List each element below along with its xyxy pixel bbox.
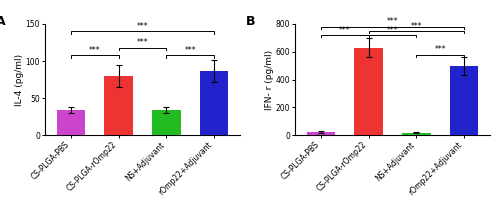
Text: ***: *** xyxy=(386,26,398,35)
Text: ***: *** xyxy=(434,45,446,54)
Bar xyxy=(307,132,336,135)
Text: A: A xyxy=(0,15,6,28)
Text: ***: *** xyxy=(386,17,398,26)
Bar xyxy=(152,110,180,135)
Bar xyxy=(104,76,133,135)
Bar xyxy=(354,48,383,135)
Text: B: B xyxy=(246,15,256,28)
Bar xyxy=(57,110,86,135)
Text: ***: *** xyxy=(410,21,422,30)
Y-axis label: IL-4 (pg/ml): IL-4 (pg/ml) xyxy=(15,54,24,106)
Y-axis label: IFN- r (pg/ml): IFN- r (pg/ml) xyxy=(265,50,274,110)
Bar xyxy=(402,133,430,135)
Text: ***: *** xyxy=(136,38,148,47)
Text: ***: *** xyxy=(184,46,196,55)
Text: ***: *** xyxy=(136,22,148,31)
Text: ***: *** xyxy=(89,46,101,55)
Text: ***: *** xyxy=(339,26,350,35)
Bar xyxy=(200,71,228,135)
Bar xyxy=(450,66,478,135)
